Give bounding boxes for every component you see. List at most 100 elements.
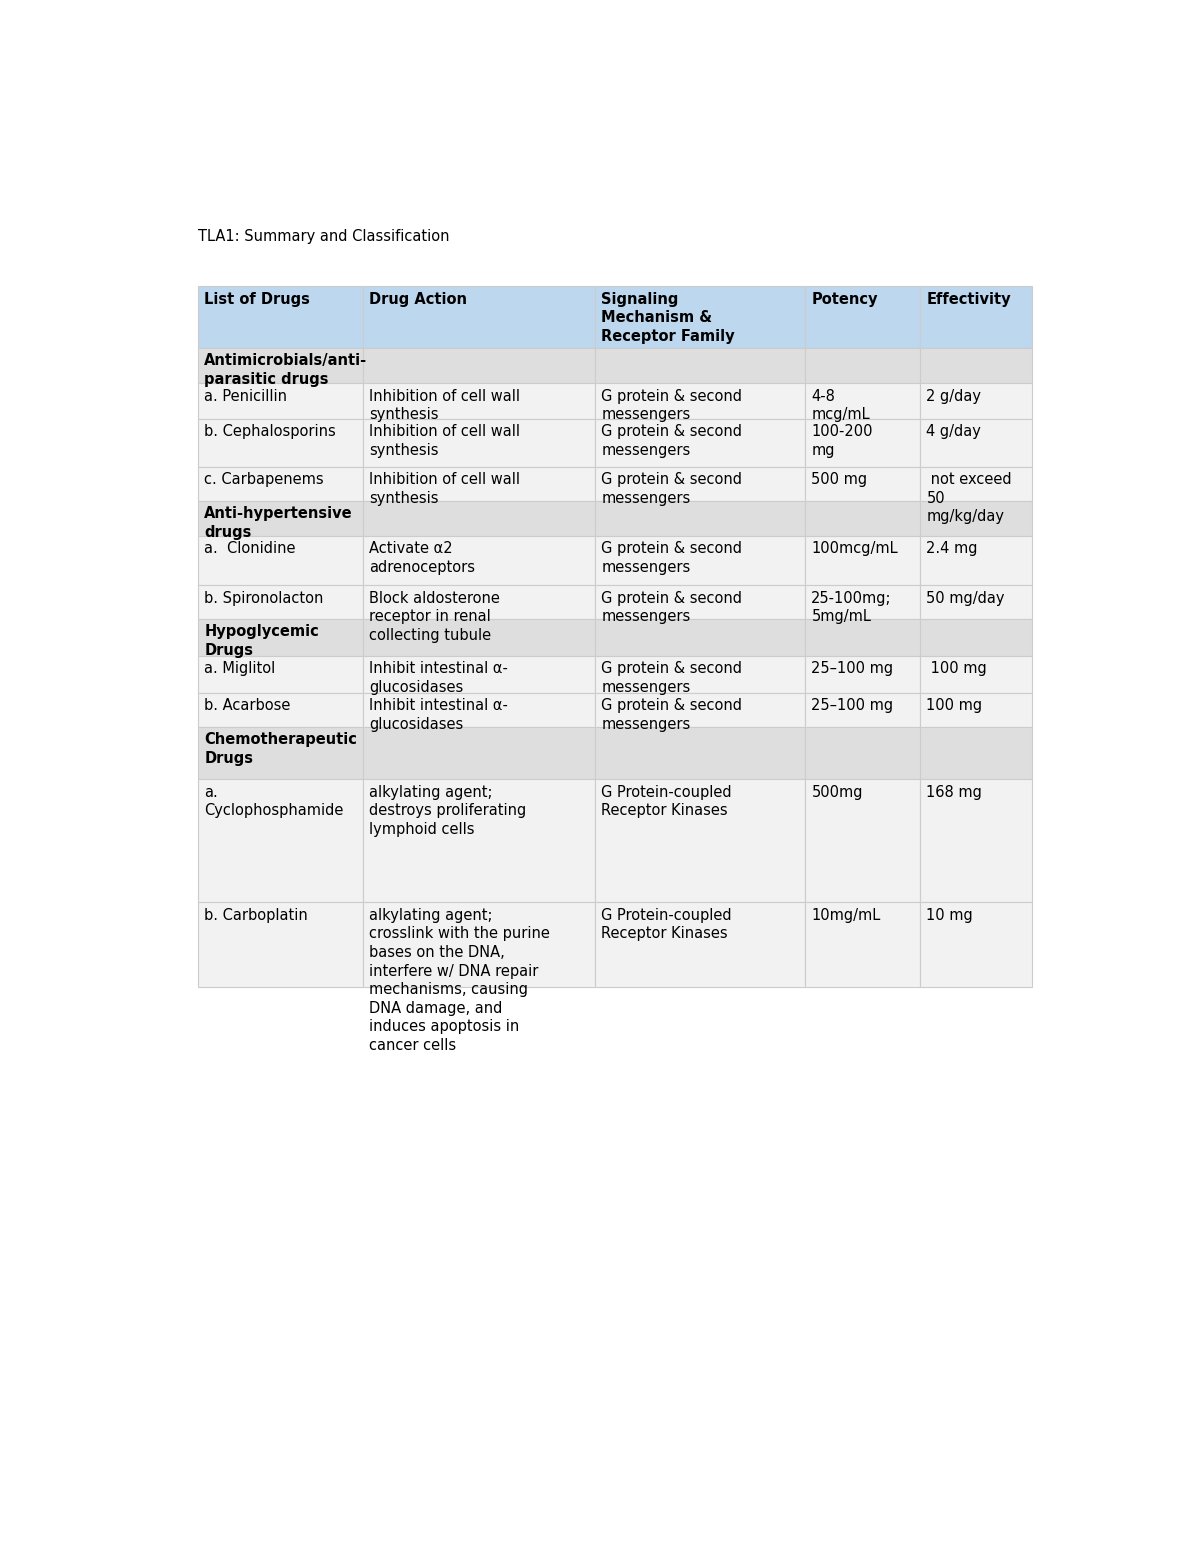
Bar bbox=[364, 536, 595, 585]
Text: Inhibition of cell wall
synthesis: Inhibition of cell wall synthesis bbox=[370, 424, 521, 458]
Bar bbox=[364, 620, 595, 655]
Bar bbox=[364, 902, 595, 988]
Text: 500mg: 500mg bbox=[811, 784, 863, 800]
Text: b. Spironolacton: b. Spironolacton bbox=[204, 590, 324, 606]
Text: a.  Clonidine: a. Clonidine bbox=[204, 542, 295, 556]
Bar bbox=[595, 620, 805, 655]
Bar bbox=[364, 585, 595, 620]
Bar bbox=[364, 466, 595, 500]
Text: G protein & second
messengers: G protein & second messengers bbox=[601, 590, 742, 624]
Text: b. Acarbose: b. Acarbose bbox=[204, 699, 290, 713]
Text: 2.4 mg: 2.4 mg bbox=[926, 542, 978, 556]
Bar bbox=[920, 727, 1032, 780]
Text: Signaling
Mechanism &
Receptor Family: Signaling Mechanism & Receptor Family bbox=[601, 292, 734, 345]
Bar bbox=[198, 384, 364, 419]
Text: G Protein-coupled
Receptor Kinases: G Protein-coupled Receptor Kinases bbox=[601, 909, 732, 941]
Bar bbox=[364, 655, 595, 693]
Bar bbox=[198, 286, 364, 348]
Text: List of Drugs: List of Drugs bbox=[204, 292, 310, 307]
Text: 4-8
mcg/mL: 4-8 mcg/mL bbox=[811, 388, 870, 422]
Text: G protein & second
messengers: G protein & second messengers bbox=[601, 699, 742, 731]
Bar bbox=[920, 466, 1032, 500]
Text: 100-200
mg: 100-200 mg bbox=[811, 424, 872, 458]
Bar bbox=[595, 466, 805, 500]
Text: a.
Cyclophosphamide: a. Cyclophosphamide bbox=[204, 784, 343, 818]
Text: c. Carbapenems: c. Carbapenems bbox=[204, 472, 324, 488]
Bar bbox=[595, 727, 805, 780]
Bar bbox=[595, 655, 805, 693]
Text: 4 g/day: 4 g/day bbox=[926, 424, 982, 439]
Text: Chemotherapeutic
Drugs: Chemotherapeutic Drugs bbox=[204, 733, 358, 766]
Bar bbox=[198, 727, 364, 780]
Bar bbox=[805, 585, 920, 620]
Bar bbox=[364, 286, 595, 348]
Text: G protein & second
messengers: G protein & second messengers bbox=[601, 662, 742, 696]
Text: alkylating agent;
crosslink with the purine
bases on the DNA,
interfere w/ DNA r: alkylating agent; crosslink with the pur… bbox=[370, 909, 551, 1053]
Bar bbox=[364, 780, 595, 902]
Bar bbox=[198, 466, 364, 500]
Bar bbox=[805, 536, 920, 585]
Bar bbox=[805, 693, 920, 727]
Bar bbox=[198, 348, 364, 384]
Bar bbox=[364, 348, 595, 384]
Text: Inhibit intestinal α-
glucosidases: Inhibit intestinal α- glucosidases bbox=[370, 699, 509, 731]
Bar bbox=[805, 727, 920, 780]
Text: 25–100 mg: 25–100 mg bbox=[811, 662, 894, 677]
Bar bbox=[805, 620, 920, 655]
Bar bbox=[198, 693, 364, 727]
Text: G protein & second
messengers: G protein & second messengers bbox=[601, 472, 742, 506]
Text: a. Miglitol: a. Miglitol bbox=[204, 662, 276, 677]
Text: G protein & second
messengers: G protein & second messengers bbox=[601, 424, 742, 458]
Bar bbox=[198, 536, 364, 585]
Text: a. Penicillin: a. Penicillin bbox=[204, 388, 287, 404]
Text: b. Carboplatin: b. Carboplatin bbox=[204, 909, 308, 922]
Bar bbox=[920, 780, 1032, 902]
Bar bbox=[595, 536, 805, 585]
Text: Effectivity: Effectivity bbox=[926, 292, 1012, 307]
Bar bbox=[595, 780, 805, 902]
Bar bbox=[198, 500, 364, 536]
Bar bbox=[805, 500, 920, 536]
Bar bbox=[920, 419, 1032, 466]
Bar bbox=[595, 585, 805, 620]
Bar bbox=[198, 419, 364, 466]
Text: 50 mg/day: 50 mg/day bbox=[926, 590, 1004, 606]
Text: alkylating agent;
destroys proliferating
lymphoid cells: alkylating agent; destroys proliferating… bbox=[370, 784, 527, 837]
Text: 10mg/mL: 10mg/mL bbox=[811, 909, 881, 922]
Bar bbox=[805, 286, 920, 348]
Bar bbox=[364, 384, 595, 419]
Text: 25-100mg;
5mg/mL: 25-100mg; 5mg/mL bbox=[811, 590, 892, 624]
Bar bbox=[920, 286, 1032, 348]
Bar bbox=[920, 384, 1032, 419]
Text: Drug Action: Drug Action bbox=[370, 292, 467, 307]
Bar bbox=[364, 500, 595, 536]
Text: 100 mg: 100 mg bbox=[926, 662, 988, 677]
Bar bbox=[920, 620, 1032, 655]
Text: Block aldosterone
receptor in renal
collecting tubule: Block aldosterone receptor in renal coll… bbox=[370, 590, 500, 643]
Bar bbox=[595, 693, 805, 727]
Bar bbox=[805, 902, 920, 988]
Bar bbox=[805, 419, 920, 466]
Bar bbox=[920, 500, 1032, 536]
Bar bbox=[920, 348, 1032, 384]
Text: not exceed
50
mg/kg/day: not exceed 50 mg/kg/day bbox=[926, 472, 1012, 525]
Text: Hypoglycemic
Drugs: Hypoglycemic Drugs bbox=[204, 624, 319, 658]
Bar bbox=[805, 384, 920, 419]
Text: G Protein-coupled
Receptor Kinases: G Protein-coupled Receptor Kinases bbox=[601, 784, 732, 818]
Text: Antimicrobials/anti-
parasitic drugs: Antimicrobials/anti- parasitic drugs bbox=[204, 354, 367, 387]
Text: Inhibition of cell wall
synthesis: Inhibition of cell wall synthesis bbox=[370, 472, 521, 506]
Bar bbox=[805, 348, 920, 384]
Bar bbox=[595, 419, 805, 466]
Bar bbox=[595, 500, 805, 536]
Text: Potency: Potency bbox=[811, 292, 878, 307]
Text: Inhibit intestinal α-
glucosidases: Inhibit intestinal α- glucosidases bbox=[370, 662, 509, 696]
Text: 10 mg: 10 mg bbox=[926, 909, 973, 922]
Text: G protein & second
messengers: G protein & second messengers bbox=[601, 388, 742, 422]
Bar bbox=[920, 655, 1032, 693]
Bar bbox=[198, 655, 364, 693]
Bar bbox=[198, 902, 364, 988]
Text: 500 mg: 500 mg bbox=[811, 472, 868, 488]
Text: TLA1: Summary and Classification: TLA1: Summary and Classification bbox=[198, 228, 450, 244]
Bar bbox=[364, 727, 595, 780]
Bar bbox=[920, 536, 1032, 585]
